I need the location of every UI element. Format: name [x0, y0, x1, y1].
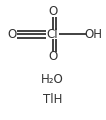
- Text: O: O: [7, 28, 16, 41]
- Text: OH: OH: [85, 28, 103, 41]
- Text: TlH: TlH: [43, 93, 62, 106]
- Text: O: O: [48, 50, 57, 63]
- Text: Cl: Cl: [47, 28, 58, 41]
- Text: O: O: [48, 5, 57, 18]
- Text: H₂O: H₂O: [41, 73, 64, 86]
